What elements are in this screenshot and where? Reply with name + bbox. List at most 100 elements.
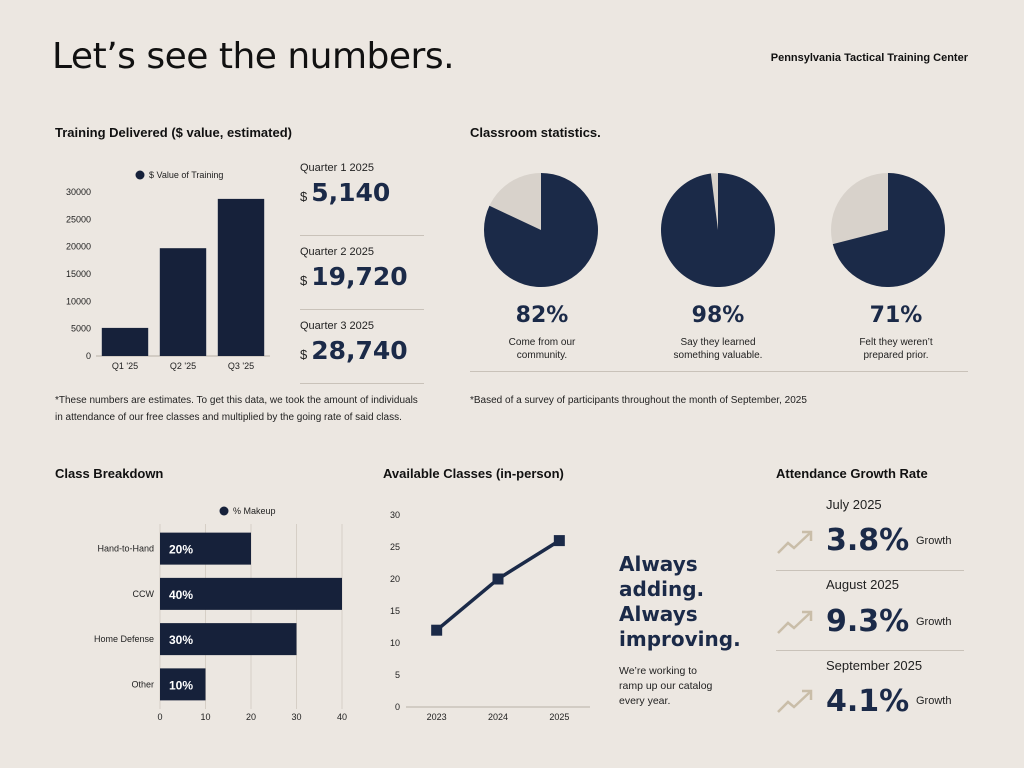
pie-3-percent: 71% (869, 303, 923, 328)
trend-up-icon (777, 610, 813, 634)
stat-q3: Quarter 3 2025 $28,740 (300, 310, 424, 383)
slogan-line-2: adding. (619, 577, 705, 601)
classroom-footnote: *Based of a survey of participants throu… (470, 395, 807, 406)
growth-item-september: September 2025 4.1% Growth (776, 658, 964, 732)
classroom-divider (470, 371, 968, 372)
legend-label: $ Value of Training (149, 170, 223, 180)
x-tick-label: Q1 '25 (112, 361, 138, 371)
y-tick-label: 25000 (66, 214, 91, 224)
stat-q2: Quarter 2 2025 $19,720 (300, 236, 424, 309)
breakdown-section-title: Class Breakdown (55, 466, 164, 481)
stat-q2-label: Quarter 2 2025 (300, 246, 374, 258)
growth-section-title: Attendance Growth Rate (776, 466, 928, 481)
pie-value-slice (484, 173, 598, 287)
y-category-label: Home Defense (94, 634, 154, 644)
y-category-label: Hand-to-Hand (97, 544, 154, 554)
growth-divider (776, 650, 964, 651)
y-tick-label: 15 (390, 606, 400, 616)
bar (101, 327, 149, 356)
y-tick-label: 30 (390, 510, 400, 520)
slogan-sub-line-3: every year. (619, 695, 671, 707)
available-section-title: Available Classes (in-person) (383, 466, 564, 481)
x-tick-label: 0 (157, 712, 162, 722)
bar-value-label: 20% (169, 543, 193, 557)
breakdown-bar-chart: % Makeup 0 10 20 30 40 20% Hand-to-Hand 40% CCW 30… (94, 506, 347, 722)
x-tick-label: 20 (246, 712, 256, 722)
stat-q2-value: $19,720 (300, 262, 424, 291)
stat-q3-currency: $ (300, 347, 308, 362)
stat-q3-value: $28,740 (300, 336, 424, 365)
y-tick-label: 15000 (66, 269, 91, 279)
growth-september-value: 4.1% (826, 684, 910, 719)
x-tick-label: 30 (291, 712, 301, 722)
classroom-section-title: Classroom statistics. (470, 125, 601, 140)
x-tick-label: 2025 (549, 712, 569, 722)
organization-name: Pennsylvania Tactical Training Center (770, 52, 968, 64)
pie-3-caption-line1: Felt they weren’t (859, 337, 933, 348)
pie-2-caption-line1: Say they learned (680, 337, 756, 348)
training-footnote: *These numbers are estimates. To get thi… (55, 395, 418, 423)
x-tick-label: 10 (200, 712, 210, 722)
stat-q1-value: $5,140 (300, 178, 424, 207)
pie-value-slice (661, 173, 775, 287)
y-tick-label: 25 (390, 542, 400, 552)
page-title: Let’s see the numbers. (52, 36, 455, 77)
pie-3-caption: Felt they weren’t prepared prior. (832, 336, 960, 362)
growth-item-august: August 2025 9.3% Growth (776, 577, 964, 651)
pie-2-caption: Say they learned something valuable. (662, 336, 774, 362)
slogan-sub-line-2: ramp up our catalog (619, 680, 713, 692)
divider (300, 383, 424, 384)
data-point (431, 624, 443, 636)
slogan-line-4: improving. (619, 627, 741, 651)
growth-july-value: 3.8% (826, 523, 910, 558)
bar-value-label: 40% (169, 588, 193, 602)
growth-divider (776, 570, 964, 571)
pie-1-caption: Come from our community. (486, 336, 598, 362)
bar (160, 668, 206, 701)
slogan-subtext: We’re working to ramp up our catalog eve… (619, 664, 759, 709)
growth-august-label: Growth (916, 616, 952, 628)
bar-value-label: 10% (169, 678, 193, 692)
slogan-block: Always adding. Always improving. We’re w… (619, 552, 759, 709)
legend-marker (219, 506, 229, 516)
bar-value-label: 30% (169, 633, 193, 647)
classroom-pie-charts (484, 173, 945, 287)
y-category-label: Other (131, 679, 154, 689)
growth-item-july: July 2025 3.8% Growth (776, 497, 964, 571)
pie-2-caption-line2: something valuable. (673, 350, 763, 361)
pie-stat-1: 82% Come from our community. (486, 303, 598, 362)
pie-value-slice (832, 173, 945, 287)
y-tick-label: 10000 (66, 296, 91, 306)
stat-q1-currency: $ (300, 189, 308, 204)
bar (160, 623, 297, 656)
y-tick-label: 0 (395, 702, 400, 712)
y-tick-label: 20 (390, 574, 400, 584)
bar (160, 577, 342, 610)
y-tick-label: 5 (395, 670, 400, 680)
stat-q2-amount: 19,720 (311, 262, 408, 291)
pie-stat-2: 98% Say they learned something valuable. (662, 303, 774, 362)
growth-august-value: 9.3% (826, 604, 910, 639)
stat-q1-amount: 5,140 (311, 178, 391, 207)
legend-label: % Makeup (233, 506, 276, 516)
y-tick-label: 20000 (66, 242, 91, 252)
bar (217, 198, 265, 356)
training-stats: Quarter 1 2025 $5,140 Quarter 2 2025 $19… (300, 162, 424, 384)
stat-q1: Quarter 1 2025 $5,140 (300, 162, 424, 235)
bar (160, 532, 251, 565)
y-tick-label: 30000 (66, 187, 91, 197)
pie-2-percent: 98% (691, 303, 745, 328)
data-point (492, 573, 504, 585)
divider (300, 309, 424, 310)
training-bar-chart: $ Value of Training 0 5000 10000 15000 20000 2… (66, 170, 270, 371)
y-tick-label: 5000 (71, 324, 91, 334)
legend-marker (135, 170, 145, 180)
growth-july-month: July 2025 (826, 497, 882, 512)
x-tick-label: 2023 (427, 712, 447, 722)
growth-july-label: Growth (916, 535, 952, 547)
bar (159, 248, 207, 356)
y-category-label: CCW (133, 589, 155, 599)
slogan-sub-line-1: We’re working to (619, 665, 698, 677)
stat-q3-amount: 28,740 (311, 336, 408, 365)
